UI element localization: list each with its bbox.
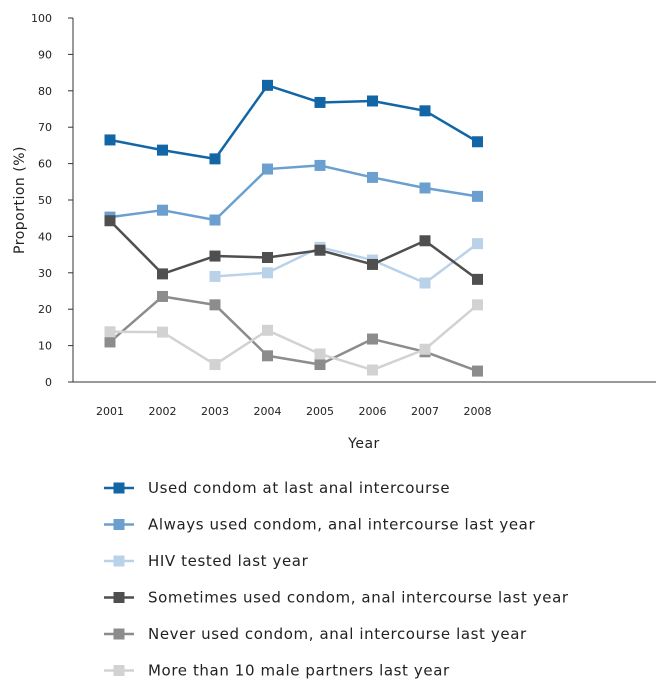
data-point — [314, 96, 326, 108]
series-line — [109, 303, 479, 372]
data-point — [472, 238, 483, 250]
data-point — [104, 336, 116, 348]
legend-label: HIV tested last year — [148, 552, 309, 570]
axes: Proportion (%) Year — [12, 18, 656, 452]
series-6 — [104, 299, 483, 376]
data-point — [419, 235, 431, 247]
y-tick-label: 70 — [38, 121, 52, 134]
data-point — [262, 350, 273, 362]
data-point — [262, 267, 273, 279]
data-point — [314, 159, 326, 171]
data-point — [367, 95, 378, 107]
y-tick-label: 100 — [31, 12, 52, 25]
data-point — [262, 252, 273, 264]
data-point — [209, 250, 221, 262]
data-point — [262, 79, 273, 91]
data-point — [209, 153, 221, 165]
data-point — [419, 182, 431, 194]
y-axis-title: Proportion (%) — [12, 146, 28, 254]
data-point — [472, 365, 483, 377]
data-point — [104, 326, 116, 338]
x-tick-label: 2002 — [149, 405, 177, 418]
data-point — [104, 215, 116, 227]
x-tick-label: 2007 — [411, 405, 439, 418]
series-line — [109, 164, 478, 222]
series-2 — [104, 159, 483, 226]
legend-item: Always used condom, anal intercourse las… — [104, 516, 535, 534]
y-tick-label: 0 — [45, 376, 52, 389]
legend-swatch-marker — [113, 519, 125, 530]
series-line — [214, 242, 479, 285]
series-line — [109, 84, 479, 161]
data-point — [104, 134, 116, 146]
legend-label: Used condom at last anal intercourse — [148, 479, 450, 497]
data-point — [419, 277, 431, 289]
data-point — [367, 171, 378, 183]
legend-item: More than 10 male partners last year — [104, 662, 450, 680]
legend-item: Sometimes used condom, anal intercourse … — [104, 589, 569, 607]
data-point — [472, 299, 483, 311]
x-tick-label: 2008 — [464, 405, 492, 418]
legend-item: Never used condom, anal intercourse last… — [104, 625, 527, 643]
series-3 — [209, 238, 483, 289]
data-point — [367, 333, 378, 345]
x-tick-label: 2005 — [306, 405, 334, 418]
data-point — [472, 136, 483, 148]
data-point — [367, 364, 378, 376]
data-point — [262, 324, 273, 336]
y-tick-label: 60 — [38, 158, 52, 171]
data-point — [209, 214, 221, 226]
y-tick-label: 90 — [38, 48, 52, 61]
series-4 — [104, 215, 483, 285]
y-tick-label: 50 — [38, 194, 52, 207]
data-point — [314, 359, 326, 371]
data-point — [209, 270, 221, 282]
legend-item: HIV tested last year — [104, 552, 309, 570]
legend-item: Used condom at last anal intercourse — [104, 479, 450, 497]
x-tick-label: 2003 — [201, 405, 229, 418]
data-point — [209, 359, 221, 371]
legend-swatch-marker — [113, 592, 125, 603]
x-tick-label: 2001 — [96, 405, 124, 418]
data-point — [314, 244, 326, 256]
data-point — [157, 144, 168, 156]
data-point — [157, 290, 168, 302]
legend-swatch-marker — [113, 628, 125, 640]
y-tick-label: 40 — [38, 230, 52, 243]
legend-swatch-marker — [113, 555, 125, 567]
legend-label: Always used condom, anal intercourse las… — [148, 516, 535, 534]
data-point — [209, 299, 221, 311]
series-line — [109, 295, 478, 373]
x-tick-label: 2004 — [254, 405, 282, 418]
data-point — [314, 348, 326, 360]
legend: Used condom at last anal intercourse Alwa… — [104, 479, 569, 680]
series-lines — [104, 79, 483, 377]
legend-swatch-marker — [113, 482, 125, 494]
x-tick-label: 2006 — [359, 405, 387, 418]
y-tick-label: 30 — [38, 267, 52, 280]
y-tick-label: 80 — [38, 85, 52, 98]
legend-swatch-marker — [113, 665, 125, 676]
legend-label: Never used condom, anal intercourse last… — [148, 625, 527, 643]
x-axis-title: Year — [347, 436, 380, 452]
data-point — [157, 268, 168, 280]
data-point — [157, 204, 168, 216]
tick-labels: 0 10 20 30 40 50 60 70 80 90 100 2001 2002 2003 2004 20… — [31, 12, 492, 418]
data-point — [419, 343, 431, 355]
series-line — [109, 219, 479, 281]
y-tick-label: 10 — [38, 340, 52, 353]
data-point — [262, 163, 273, 175]
data-point — [419, 105, 431, 117]
data-point — [367, 258, 378, 270]
y-tick-label: 20 — [38, 303, 52, 316]
data-point — [472, 190, 483, 202]
legend-label: Sometimes used condom, anal intercourse … — [148, 589, 569, 607]
series-1 — [104, 79, 483, 165]
data-point — [157, 326, 168, 338]
legend-label: More than 10 male partners last year — [148, 662, 450, 680]
data-point — [472, 273, 483, 285]
